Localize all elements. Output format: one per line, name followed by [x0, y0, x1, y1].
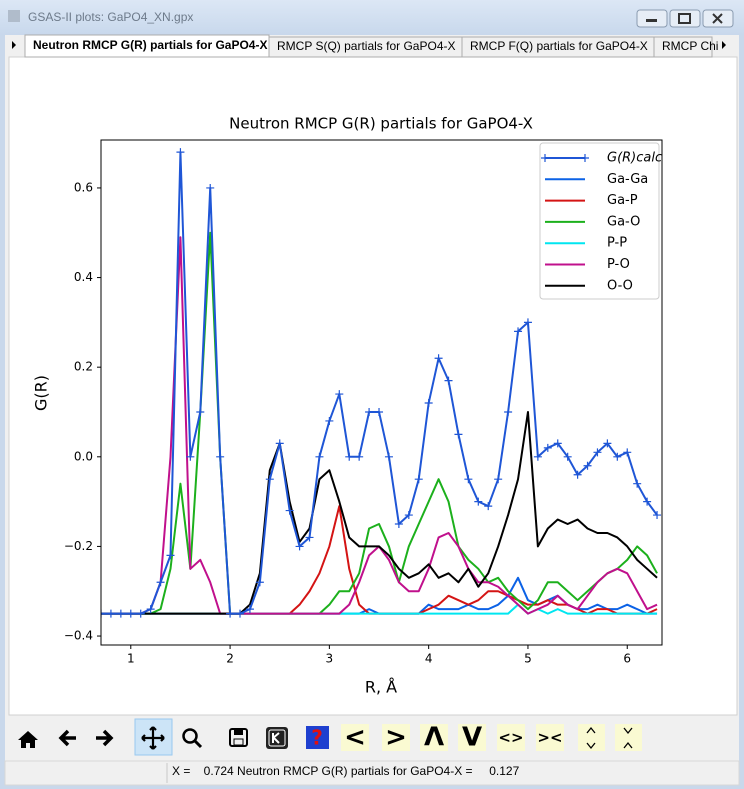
- toolbar-button[interactable]: ><: [536, 724, 564, 751]
- stacked-buttons: [578, 724, 642, 751]
- button-face: [458, 724, 486, 751]
- button-label: >: [385, 723, 407, 753]
- button-label: ><: [537, 729, 562, 747]
- y-tick-label: 0.2: [74, 360, 93, 374]
- x-tick-label: 1: [127, 652, 135, 666]
- tab-label[interactable]: RMCP F(Q) partials for GaPO4-X: [470, 39, 648, 53]
- button-face: [420, 724, 448, 751]
- y-tick-label: 0.4: [74, 270, 93, 284]
- maximize-button[interactable]: [669, 9, 701, 28]
- legend-label: Ga-P: [607, 193, 638, 208]
- window-controls[interactable]: [636, 9, 734, 28]
- x-tick-label: 2: [226, 652, 234, 666]
- plot-area: [101, 148, 662, 618]
- y-tick-label: 0.6: [74, 180, 93, 194]
- keypress-button[interactable]: [266, 727, 288, 749]
- y-tick-label: −0.4: [64, 629, 93, 643]
- svg-text:?: ?: [311, 726, 323, 750]
- legend-label: O-O: [607, 278, 633, 293]
- series-line: [101, 148, 662, 618]
- legend-label: P-O: [607, 257, 630, 272]
- help-button[interactable]: ?: [306, 726, 329, 750]
- back-button[interactable]: [58, 729, 76, 747]
- chart-title: Neutron RMCP G(R) partials for GaPO4-X: [229, 115, 533, 133]
- x-tick-label: 5: [524, 652, 532, 666]
- toolbar-button[interactable]: V: [458, 723, 486, 753]
- status-bar: [4, 760, 740, 786]
- button-label: V: [462, 723, 482, 753]
- shrink-vertical-button[interactable]: [615, 724, 642, 751]
- toolbar-button[interactable]: >: [382, 723, 410, 753]
- y-tick-label: 0.0: [74, 449, 93, 463]
- legend-label: G(R)calc: [607, 151, 662, 166]
- tab-scroll-left[interactable]: [12, 41, 16, 49]
- y-axis-label: G(R): [32, 375, 51, 411]
- forward-button[interactable]: [96, 729, 114, 747]
- legend-label: Ga-O: [607, 214, 640, 229]
- button-label: Λ: [424, 723, 444, 753]
- toolbar-button[interactable]: <: [341, 723, 369, 753]
- button-face: [382, 724, 410, 751]
- tab[interactable]: [653, 36, 713, 58]
- legend: G(R)calc Ga-Ga Ga-P Ga-O P-P P-O O-O: [539, 142, 662, 300]
- minimize-button[interactable]: [636, 9, 668, 28]
- toolbar-buttons: ?: [18, 718, 329, 756]
- tab-label[interactable]: Neutron RMCP G(R) partials for GaPO4-X: [33, 38, 267, 52]
- title-bar: [0, 0, 744, 35]
- toolbar-button[interactable]: <>: [497, 724, 525, 751]
- axes-frame: [100, 139, 663, 646]
- legend-label: P-P: [607, 236, 627, 251]
- tabs: Neutron RMCP G(R) partials for GaPO4-X R…: [24, 34, 718, 58]
- x-tick-label: 6: [623, 652, 631, 666]
- toolbar-text-buttons: < > Λ V <> ><: [341, 723, 564, 753]
- home-button[interactable]: [18, 731, 38, 748]
- app-icon: [8, 10, 20, 22]
- tab-scroll-right[interactable]: [722, 41, 726, 49]
- status-text: X = 0.724 Neutron RMCP G(R) partials for…: [172, 764, 520, 778]
- button-face: [497, 724, 525, 751]
- legend-label: Ga-Ga: [607, 172, 648, 187]
- tab-label[interactable]: RMCP S(Q) partials for GaPO4-X: [277, 39, 456, 53]
- button-label: <: [344, 723, 366, 753]
- window-title: GSAS-II plots: GaPO4_XN.gpx: [28, 10, 193, 24]
- button-label: <>: [498, 729, 523, 747]
- chart: Neutron RMCP G(R) partials for GaPO4-X R…: [32, 115, 663, 697]
- pan-icon: [141, 726, 165, 750]
- legend-box: [539, 142, 660, 300]
- button-face: [536, 724, 564, 751]
- x-tick-label: 3: [326, 652, 334, 666]
- y-tick-label: −0.2: [64, 539, 93, 553]
- save-button[interactable]: [229, 728, 248, 747]
- zoom-button[interactable]: [182, 728, 203, 749]
- x-tick-label: 4: [425, 652, 433, 666]
- toolbar-button[interactable]: Λ: [420, 723, 448, 753]
- button-face: [341, 724, 369, 751]
- tab-label[interactable]: RMCP Chi: [662, 39, 718, 53]
- ticks: 1 2 3 4 5 6 −0.4 −0.2 0.0 0.2 0.4 0.6: [64, 180, 631, 665]
- x-axis-label: R, Å: [365, 678, 397, 697]
